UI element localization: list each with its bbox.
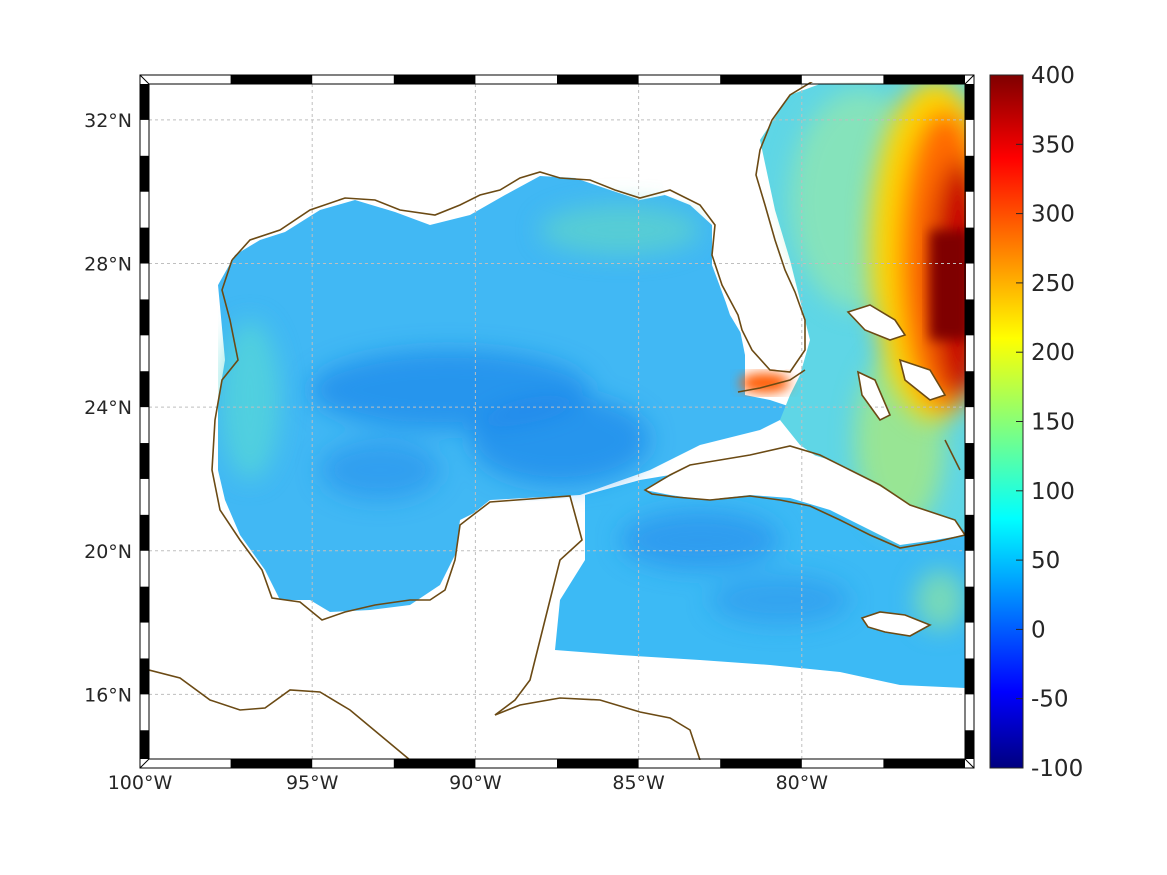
frame-seg-right-12 (965, 299, 974, 336)
x-tick-label-2: 90°W (449, 772, 502, 794)
frame-seg-right-6 (965, 514, 974, 551)
frame-seg-left-12 (140, 299, 149, 336)
frame-seg-right-0 (965, 730, 974, 759)
y-tick-label-3: 28°N (84, 254, 132, 276)
frame-seg-left-4 (140, 586, 149, 623)
y-tick-label-0: 16°N (84, 684, 132, 706)
coastlines (149, 82, 966, 760)
florida-straits-hotspot (740, 373, 790, 393)
frame-seg-top-9 (883, 75, 965, 84)
x-tick-label-4: 80°W (776, 772, 829, 794)
x-tick-label-1: 95°W (286, 772, 339, 794)
frame-seg-left-0 (140, 730, 149, 759)
colorbar-tick-label-1: 350 (1031, 132, 1075, 158)
bahamas-land (848, 305, 945, 420)
frame-corner-3 (964, 758, 975, 769)
y-tick-label-2: 24°N (84, 397, 132, 419)
frame-seg-top-5 (557, 75, 639, 84)
central-america-coast (149, 669, 411, 760)
frame-seg-left-8 (140, 443, 149, 479)
frame-seg-left-18 (140, 84, 149, 120)
gulf-stream-max (930, 230, 966, 340)
honduras-coast (494, 697, 701, 760)
colorbar-tick-label-7: 50 (1031, 548, 1060, 574)
south-land-mask (149, 600, 965, 760)
colorbar-tick-label-9: -50 (1031, 687, 1069, 713)
colorbar-tick-label-2: 300 (1031, 202, 1075, 228)
frame-corner-2 (139, 758, 150, 769)
frame-seg-bottom-5 (557, 759, 639, 768)
us-gulf-coast (231, 82, 813, 373)
colorbar-tick-label-8: 0 (1031, 617, 1046, 643)
y-tick-labels: 16°N 20°N 24°N 28°N 32°N (84, 110, 132, 706)
frame-seg-top-3 (393, 75, 476, 84)
map-frame (139, 74, 975, 769)
frame-seg-right-10 (965, 371, 974, 408)
frame-seg-top-1 (230, 75, 313, 84)
florida-land (660, 150, 805, 372)
colorbar-tick-label-4: 200 (1031, 340, 1075, 366)
colorbar-tick-label-6: 100 (1031, 479, 1075, 505)
colorbar-tick-label-5: 150 (1031, 410, 1075, 436)
frame-seg-bottom-9 (883, 759, 965, 768)
data-field (149, 82, 966, 760)
frame-seg-bottom-3 (393, 759, 476, 768)
frame-seg-right-18 (965, 84, 974, 120)
frame-seg-left-14 (140, 227, 149, 264)
frame-seg-right-16 (965, 155, 974, 192)
colorbar-tick-labels: 400 350 300 250 200 150 100 50 0 -50 -100 (1016, 63, 1083, 782)
y-tick-label-1: 20°N (84, 541, 132, 563)
frame-seg-left-2 (140, 658, 149, 695)
frame-seg-left-6 (140, 514, 149, 551)
y-tick-label-4: 32°N (84, 110, 132, 132)
jamaica-coast (860, 611, 932, 637)
frame-corner-0 (139, 74, 150, 85)
bahamas-coast (846, 304, 961, 471)
cuba-land (645, 448, 965, 545)
north-land-mask (149, 82, 760, 285)
frame-corner-1 (964, 74, 975, 85)
frame-seg-right-4 (965, 586, 974, 623)
frame-seg-right-8 (965, 443, 974, 479)
frame-seg-right-2 (965, 658, 974, 695)
keys-coast (737, 369, 806, 393)
colorbar-tick-label-3: 250 (1031, 271, 1075, 297)
colorbar-tick-label-0: 400 (1031, 63, 1075, 89)
frame-seg-left-16 (140, 155, 149, 192)
colorbar-tick-label-10: -100 (1031, 756, 1083, 782)
grid-lines (149, 84, 965, 759)
frame-seg-top-7 (720, 75, 802, 84)
frame-seg-left-10 (140, 371, 149, 408)
frame-seg-bottom-1 (230, 759, 313, 768)
x-tick-label-3: 85°W (612, 772, 665, 794)
mexico-gulf-coast (211, 259, 583, 716)
x-tick-label-0: 100°W (108, 772, 173, 794)
low-value-features (310, 350, 850, 625)
x-tick-labels: 100°W 95°W 90°W 85°W 80°W (108, 772, 829, 794)
frame-seg-right-14 (965, 227, 974, 264)
frame-seg-bottom-7 (720, 759, 802, 768)
